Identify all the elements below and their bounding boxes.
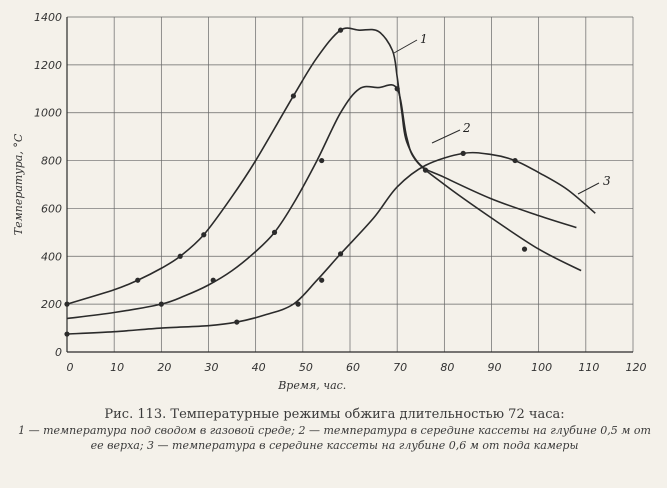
series-1-point — [177, 253, 183, 259]
series-1-point — [337, 27, 344, 33]
series-1-line — [66, 27, 577, 305]
y-tick-label: 1400 — [34, 11, 62, 24]
y-tick-label: 1000 — [34, 107, 62, 120]
series-3-label: 3 — [603, 174, 611, 188]
x-tick-label: 50 — [299, 361, 313, 374]
series-1-point — [64, 301, 70, 307]
series-2-point — [319, 157, 325, 164]
series-3-point — [319, 277, 325, 283]
series-3-point — [460, 150, 466, 156]
y-tick-label: 800 — [41, 155, 62, 168]
series-2-label: 2 — [462, 121, 471, 135]
series-1-label: 1 — [420, 32, 428, 46]
series-3-point — [234, 319, 240, 325]
caption-text: 1 — температура под сводом в газовой сре… — [18, 424, 651, 452]
temperature-chart: 0 10 20 30 40 50 60 70 80 90 100 110 120020040060080… — [12, 11, 647, 392]
x-tick-label: 20 — [157, 361, 171, 374]
series-1-point — [290, 93, 296, 99]
y-axis-label: Температура, °С — [12, 133, 25, 235]
y-tick-label: 400 — [41, 250, 62, 263]
series-2-point — [521, 246, 528, 252]
x-tick-label: 80 — [440, 361, 454, 374]
x-tick-label: 110 — [578, 361, 599, 374]
x-tick-label: 120 — [626, 361, 647, 374]
series-2-point — [394, 86, 400, 92]
series-2-point — [158, 301, 164, 307]
y-tick-label: 200 — [41, 298, 62, 311]
x-tick-label: 60 — [346, 361, 360, 374]
y-tick-label: 1200 — [34, 59, 62, 72]
series-2-point — [210, 277, 216, 283]
series-1-leader — [393, 39, 418, 54]
x-tick-label: 100 — [531, 361, 552, 374]
x-tick-label: 40 — [252, 361, 266, 374]
series-3-point — [337, 251, 344, 257]
series-3-point — [512, 157, 518, 164]
x-axis-label: Время, час. — [277, 379, 346, 392]
series-3-point — [295, 301, 301, 307]
series-3-leader — [577, 182, 600, 195]
x-tick-label: 30 — [205, 361, 219, 374]
x-tick-label: 10 — [110, 361, 124, 374]
figure-caption: Рис. 113. Температурные режимы обжига дл… — [12, 406, 657, 453]
x-tick-label: 70 — [393, 361, 407, 374]
series-3-point — [64, 331, 70, 337]
x-tick-label: 90 — [488, 361, 502, 374]
y-tick-label: 600 — [41, 202, 62, 215]
series-1-point — [201, 232, 207, 238]
series-2-line — [66, 84, 582, 320]
caption-title: Рис. 113. Температурные режимы обжига дл… — [104, 407, 565, 422]
x-tick-label: 0 — [67, 361, 74, 374]
series-3-point — [422, 167, 429, 173]
y-tick-label: 0 — [55, 346, 62, 359]
series-1-point — [135, 277, 141, 283]
series-2-leader — [431, 129, 461, 144]
series-2-point — [271, 229, 278, 235]
